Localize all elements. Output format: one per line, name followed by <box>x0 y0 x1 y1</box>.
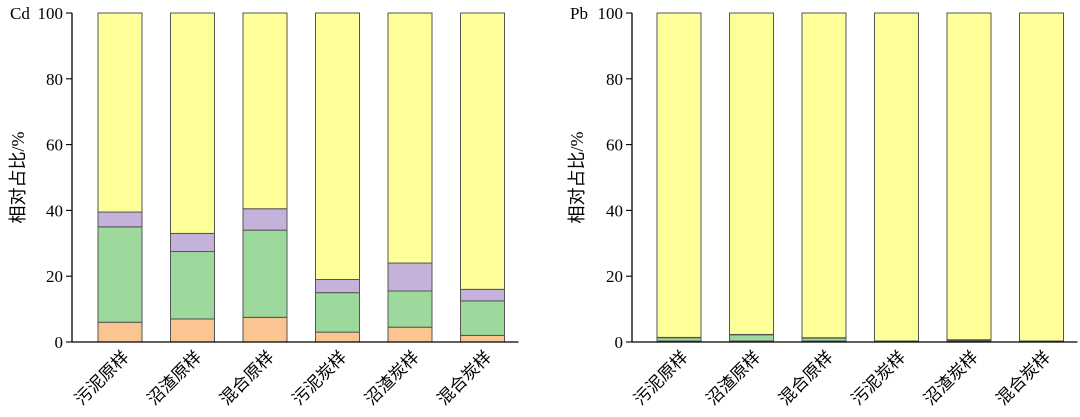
x-tick-label: 混合炭样 <box>993 347 1055 409</box>
bar-segment-2-6 <box>460 300 505 336</box>
bar-segment-3-3 <box>242 208 288 231</box>
x-tick-label: 沼渣原样 <box>703 347 765 409</box>
y-tick-label: 20 <box>606 267 623 286</box>
y-axis-title: 相对占比/% <box>8 131 28 223</box>
x-tick-label: 污泥原样 <box>71 347 133 409</box>
bar-segment-3-1 <box>97 211 143 228</box>
bar-segment-3-5 <box>387 262 433 292</box>
x-tick-label: 混合原样 <box>216 347 278 409</box>
bar-segment-4-6 <box>460 12 505 290</box>
bar-segment-4-4 <box>315 12 360 280</box>
y-axis-title: 相对占比/% <box>567 131 587 223</box>
y-tick-label: 100 <box>598 4 624 23</box>
bar-segment-3-6 <box>460 288 505 302</box>
bar-segment-2-5 <box>387 290 433 328</box>
chart-panel-pb: 污泥原样 沼渣原样 混合原样 污泥炭样 沼渣炭样 混合炭样 0 20 40 60 80 100 Pb 相对… <box>567 4 1078 409</box>
x-tick-label: 沼渣炭样 <box>361 347 423 409</box>
bar-segment-3-2 <box>170 232 215 253</box>
panel-label: Cd <box>10 4 30 23</box>
y-tick-label: 80 <box>606 70 623 89</box>
bar-segment-1-5 <box>387 326 433 343</box>
panel-label: Pb <box>570 4 588 23</box>
x-tick-label: 混合原样 <box>775 347 837 409</box>
bar-segment-4-1 <box>656 12 702 338</box>
bar-segment-4-1 <box>97 12 143 213</box>
bar-segment-4-5 <box>946 12 992 341</box>
x-tick-label: 沼渣原样 <box>144 347 206 409</box>
chart-panel-cd: 污泥原样 沼渣原样 混合原样 污泥炭样 沼渣炭样 混合炭样 0 20 40 60 80 100 Cd 相对… <box>8 4 519 409</box>
bar-segment-1-6 <box>460 334 505 343</box>
x-tick-label: 混合炭样 <box>434 347 496 409</box>
y-tick-label: 0 <box>615 333 624 352</box>
bar-segment-4-3 <box>242 12 288 210</box>
bar-segment-1-4 <box>315 331 360 343</box>
y-tick-label: 60 <box>606 136 623 155</box>
bar-segment-1-1 <box>97 321 143 343</box>
bar-segment-2-1 <box>97 226 143 323</box>
bar-segment-1-3 <box>242 316 288 343</box>
bar-segment-4-2 <box>729 12 774 335</box>
bar-segment-2-2 <box>170 251 215 320</box>
y-tick-label: 60 <box>46 136 63 155</box>
bar-segment-4-4 <box>874 12 919 342</box>
y-tick-label: 80 <box>46 70 63 89</box>
y-tick-label: 0 <box>55 333 64 352</box>
x-tick-label: 污泥炭样 <box>289 347 351 409</box>
bar-segment-4-5 <box>387 12 433 264</box>
y-tick-label: 100 <box>38 4 64 23</box>
y-tick-label: 40 <box>46 201 63 220</box>
x-tick-label: 污泥炭样 <box>848 347 910 409</box>
y-tick-label: 40 <box>606 201 623 220</box>
x-tick-label: 沼渣炭样 <box>920 347 982 409</box>
bar-segment-4-2 <box>170 12 215 234</box>
bar-segment-3-4 <box>315 278 360 294</box>
bar-segment-2-4 <box>315 292 360 333</box>
x-tick-label: 污泥原样 <box>630 347 692 409</box>
bar-segment-4-3 <box>801 12 847 339</box>
bar-segment-2-3 <box>242 229 288 318</box>
bar-segment-1-2 <box>170 318 215 343</box>
y-tick-label: 20 <box>46 267 63 286</box>
bar-segment-4-6 <box>1019 12 1064 342</box>
bar-segment-2-2 <box>729 334 774 342</box>
